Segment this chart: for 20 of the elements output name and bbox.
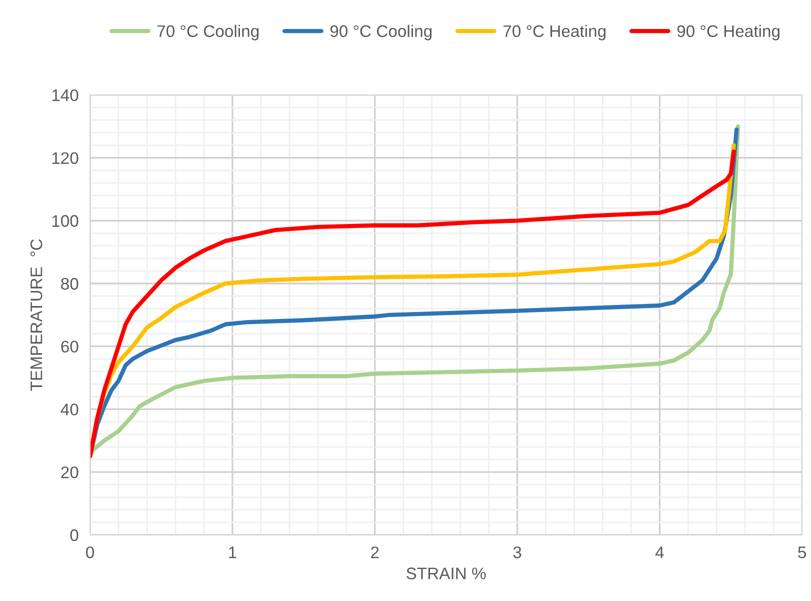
legend-label: 90 °C Heating bbox=[677, 24, 780, 40]
x-tick-label: 4 bbox=[655, 546, 664, 558]
y-tick-label: 20 bbox=[61, 466, 78, 478]
y-tick-label: 60 bbox=[61, 340, 78, 353]
y-tick-label: 40 bbox=[60, 404, 78, 416]
y-tick-label: 80 bbox=[61, 278, 78, 290]
y-tick-label: 0 bbox=[70, 529, 78, 542]
y-tick-label: 140 bbox=[52, 89, 78, 102]
legend-label: 70 °C Cooling bbox=[157, 24, 259, 40]
y-tick-label: 120 bbox=[52, 152, 78, 164]
y-tick-label: 100 bbox=[52, 215, 78, 227]
legend-label: 70 °C Heating bbox=[503, 24, 606, 40]
x-tick-label: 5 bbox=[798, 546, 806, 558]
x-tick-label: 0 bbox=[86, 546, 94, 558]
y-axis-title: TEMPERATURE °C bbox=[30, 239, 42, 391]
x-tick-label: 1 bbox=[229, 546, 236, 558]
x-axis-title: STRAIN % bbox=[406, 568, 486, 580]
legend-label: 90 °C Cooling bbox=[330, 24, 432, 40]
x-tick-label: 3 bbox=[513, 546, 522, 558]
x-tick-label: 2 bbox=[371, 546, 379, 558]
